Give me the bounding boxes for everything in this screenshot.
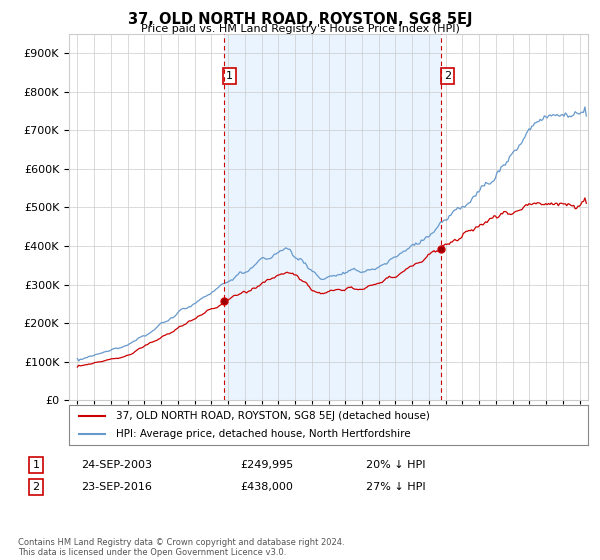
Text: 23-SEP-2016: 23-SEP-2016 xyxy=(81,482,152,492)
Text: 2: 2 xyxy=(32,482,40,492)
Text: 37, OLD NORTH ROAD, ROYSTON, SG8 5EJ: 37, OLD NORTH ROAD, ROYSTON, SG8 5EJ xyxy=(128,12,472,27)
Text: Contains HM Land Registry data © Crown copyright and database right 2024.
This d: Contains HM Land Registry data © Crown c… xyxy=(18,538,344,557)
Text: Price paid vs. HM Land Registry's House Price Index (HPI): Price paid vs. HM Land Registry's House … xyxy=(140,24,460,34)
Text: £249,995: £249,995 xyxy=(240,460,293,470)
Text: HPI: Average price, detached house, North Hertfordshire: HPI: Average price, detached house, Nort… xyxy=(116,429,410,439)
Text: 1: 1 xyxy=(226,71,233,81)
Bar xyxy=(224,34,441,400)
Text: 20% ↓ HPI: 20% ↓ HPI xyxy=(366,460,425,470)
Text: 2: 2 xyxy=(443,71,451,81)
Text: 1: 1 xyxy=(32,460,40,470)
Text: £438,000: £438,000 xyxy=(240,482,293,492)
Text: 37, OLD NORTH ROAD, ROYSTON, SG8 5EJ (detached house): 37, OLD NORTH ROAD, ROYSTON, SG8 5EJ (de… xyxy=(116,411,430,421)
Text: 24-SEP-2003: 24-SEP-2003 xyxy=(81,460,152,470)
Text: 27% ↓ HPI: 27% ↓ HPI xyxy=(366,482,425,492)
